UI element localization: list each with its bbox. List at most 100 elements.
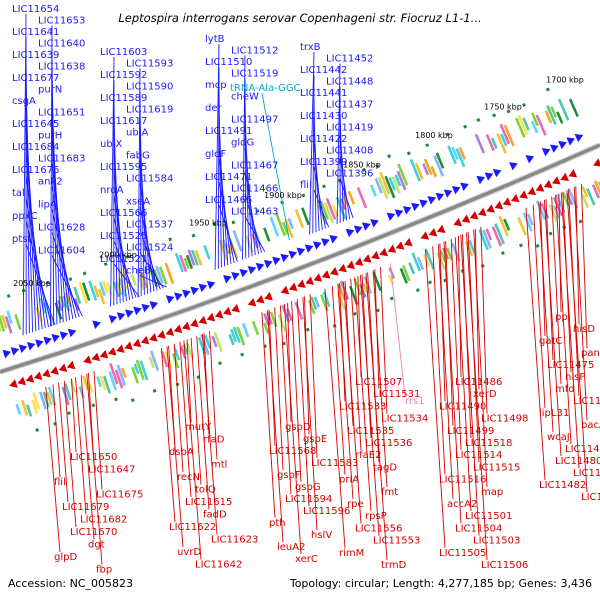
gene-label-lic11584[interactable]: LIC11584 bbox=[126, 174, 173, 185]
gene-label-lic11535[interactable]: LIC11535 bbox=[347, 426, 394, 437]
gene-label-rimm[interactable]: rimM bbox=[339, 548, 364, 559]
gene-label-lic11515[interactable]: LIC11515 bbox=[473, 462, 520, 473]
gene-label-lic11518[interactable]: LIC11518 bbox=[465, 438, 512, 449]
gene-label-fbp[interactable]: fbp bbox=[96, 565, 112, 576]
gene-label-lic11399[interactable]: LIC11399 bbox=[300, 157, 347, 168]
gene-label-map[interactable]: map bbox=[481, 487, 503, 498]
gene-label-lic11521[interactable]: LIC11521 bbox=[100, 254, 147, 265]
gene-label-ubix[interactable]: ubiX bbox=[100, 139, 122, 150]
gene-label-rfad[interactable]: rfaD bbox=[203, 435, 225, 446]
gene-label-rpe[interactable]: rpe bbox=[347, 499, 364, 510]
gene-label-lic11510[interactable]: LIC11510 bbox=[205, 57, 252, 68]
gene-label-hisd[interactable]: hisD bbox=[573, 324, 595, 335]
gene-label-lic11641[interactable]: LIC11641 bbox=[12, 27, 59, 38]
gene-label-nrda[interactable]: nrdA bbox=[100, 185, 124, 196]
gene-label-lic11466[interactable]: LIC11466 bbox=[231, 184, 278, 195]
gene-label-csga[interactable]: csgA bbox=[12, 96, 36, 107]
gene-label-rfae2[interactable]: rfaE2 bbox=[355, 450, 381, 461]
gene-label-lic11512[interactable]: LIC11512 bbox=[231, 46, 278, 57]
gene-label-lic11419[interactable]: LIC11419 bbox=[326, 123, 373, 134]
gene-label-gspd[interactable]: gspD bbox=[285, 422, 311, 433]
gene-label-lic11486[interactable]: LIC11486 bbox=[455, 377, 502, 388]
gene-label-uvrd[interactable]: uvrD bbox=[177, 547, 201, 558]
gene-label-lic11533[interactable]: LIC11533 bbox=[339, 401, 386, 412]
gene-label-lic11474[interactable]: LIC11474 bbox=[573, 396, 600, 407]
gene-label-gldg[interactable]: gldG bbox=[231, 138, 254, 149]
gene-label-dsba[interactable]: dsbA bbox=[169, 447, 194, 458]
gene-label-leua2[interactable]: leuA2 bbox=[277, 542, 305, 553]
gene-label-xerd[interactable]: xerD bbox=[473, 389, 497, 400]
gene-label-lic11534[interactable]: LIC11534 bbox=[381, 414, 428, 425]
gene-label-tolq[interactable]: tolQ bbox=[195, 485, 216, 496]
trna-label-trna-ala-ggc[interactable]: tRNA-Ala-GGC bbox=[230, 83, 301, 94]
gene-label-lic11623[interactable]: LIC11623 bbox=[211, 535, 258, 546]
gene-label-lic11653[interactable]: LIC11653 bbox=[38, 16, 85, 27]
gene-label-lic11595[interactable]: LIC11595 bbox=[100, 162, 147, 173]
gene-label-lic11430[interactable]: LIC11430 bbox=[300, 111, 347, 122]
gene-label-lic11467[interactable]: LIC11467 bbox=[231, 161, 278, 172]
gene-label-ank2[interactable]: ank2 bbox=[38, 177, 63, 188]
gene-label-lipl31[interactable]: lipL31 bbox=[539, 408, 569, 419]
gene-label-lic11452[interactable]: LIC11452 bbox=[326, 54, 373, 65]
gene-label-fmt[interactable]: fmt bbox=[381, 487, 398, 498]
gene-label-lic11480[interactable]: LIC11480 bbox=[555, 456, 600, 467]
gene-label-hisf[interactable]: hisF bbox=[565, 372, 585, 383]
gene-label-baca[interactable]: bacA bbox=[581, 420, 600, 431]
gene-label-lic11639[interactable]: LIC11639 bbox=[12, 50, 59, 61]
gene-label-lic11481[interactable]: LIC11481 bbox=[573, 468, 600, 479]
gene-label-lic11589[interactable]: LIC11589 bbox=[100, 93, 147, 104]
gene-label-lic11640[interactable]: LIC11640 bbox=[38, 39, 85, 50]
gene-label-chew[interactable]: cheW bbox=[231, 92, 259, 103]
gene-label-lic11491[interactable]: LIC11491 bbox=[205, 126, 252, 137]
gene-label-panc[interactable]: panC bbox=[581, 348, 600, 359]
gene-label-lic11463[interactable]: LIC11463 bbox=[231, 207, 278, 218]
gene-label-cheb[interactable]: cheB bbox=[126, 266, 151, 277]
gene-label-lic11675[interactable]: LIC11675 bbox=[96, 490, 143, 501]
gene-label-purh[interactable]: purH bbox=[38, 131, 62, 142]
gene-label-lic11677[interactable]: LIC11677 bbox=[12, 73, 59, 84]
gene-label-lic11471[interactable]: LIC11471 bbox=[205, 172, 252, 183]
gene-label-xsea[interactable]: xseA bbox=[126, 197, 150, 208]
gene-label-lic11516[interactable]: LIC11516 bbox=[439, 475, 486, 486]
gene-label-gldf[interactable]: gldF bbox=[205, 149, 226, 160]
gene-label-rpsp[interactable]: rpsP bbox=[365, 511, 387, 522]
gene-label-lic11645[interactable]: LIC11645 bbox=[12, 119, 59, 130]
gene-label-lipa[interactable]: lipA bbox=[38, 200, 57, 211]
gene-label-lic11590[interactable]: LIC11590 bbox=[126, 82, 173, 93]
gene-label-der[interactable]: der bbox=[205, 103, 223, 114]
gene-label-fabg[interactable]: fabG bbox=[126, 151, 150, 162]
gene-label-lytb[interactable]: lytB bbox=[205, 34, 225, 45]
gene-label-lic11670[interactable]: LIC11670 bbox=[70, 527, 117, 538]
gene-label-fadd[interactable]: fadD bbox=[203, 510, 227, 521]
gene-label-pria[interactable]: priA bbox=[339, 475, 359, 486]
gene-label-lic11676[interactable]: LIC11676 bbox=[12, 165, 59, 176]
gene-label-gspf[interactable]: gspF bbox=[277, 470, 301, 481]
gene-label-trxb[interactable]: trxB bbox=[300, 42, 321, 53]
gene-label-lic11622[interactable]: LIC11622 bbox=[169, 522, 216, 533]
gene-label-lic11485[interactable]: LIC11485 bbox=[581, 492, 600, 503]
gene-label-lic11596[interactable]: LIC11596 bbox=[303, 506, 350, 517]
gene-label-wcaj[interactable]: wcaJ bbox=[547, 432, 570, 443]
gene-label-lic11507[interactable]: LIC11507 bbox=[355, 377, 402, 388]
gene-label-lic11566[interactable]: LIC11566 bbox=[100, 208, 147, 219]
gene-label-lic11679[interactable]: LIC11679 bbox=[62, 502, 109, 513]
gene-label-lic11628[interactable]: LIC11628 bbox=[38, 223, 85, 234]
gene-label-pth[interactable]: pth bbox=[269, 518, 286, 529]
gene-label-lic11475[interactable]: LIC11475 bbox=[547, 360, 594, 371]
gene-label-lic11441[interactable]: LIC11441 bbox=[300, 88, 347, 99]
gene-label-trmd[interactable]: trmD bbox=[381, 560, 407, 571]
gene-label-lic11593[interactable]: LIC11593 bbox=[126, 59, 173, 70]
gene-label-lic11506[interactable]: LIC11506 bbox=[481, 560, 528, 571]
gene-label-lic11468[interactable]: LIC11468 bbox=[565, 444, 600, 455]
gene-label-lic11556[interactable]: LIC11556 bbox=[355, 523, 402, 534]
gene-label-lic11592[interactable]: LIC11592 bbox=[100, 70, 147, 81]
gene-label-acca2[interactable]: accA2 bbox=[447, 499, 477, 510]
gene-label-lic11553[interactable]: LIC11553 bbox=[373, 536, 420, 547]
gene-label-lic11603[interactable]: LIC11603 bbox=[100, 47, 147, 58]
gene-label-lic11482[interactable]: LIC11482 bbox=[539, 480, 586, 491]
gene-label-recn[interactable]: recN bbox=[177, 472, 200, 483]
gene-label-lic11683[interactable]: LIC11683 bbox=[38, 154, 85, 165]
gene-label-flil[interactable]: flil bbox=[300, 180, 312, 191]
gene-label-lic11536[interactable]: LIC11536 bbox=[365, 438, 412, 449]
gene-label-lic11647[interactable]: LIC11647 bbox=[88, 465, 135, 476]
